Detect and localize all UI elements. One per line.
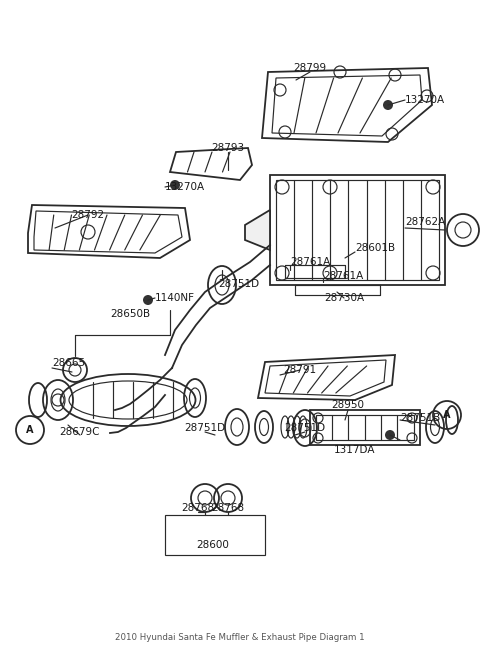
Text: 13270A: 13270A [165, 182, 205, 192]
Text: 28761A: 28761A [290, 257, 330, 267]
Circle shape [170, 180, 180, 190]
Circle shape [385, 430, 395, 440]
Text: 28793: 28793 [211, 143, 245, 153]
Text: 1317DA: 1317DA [334, 445, 376, 455]
Polygon shape [245, 210, 270, 250]
Text: 28799: 28799 [293, 63, 326, 73]
Circle shape [143, 295, 153, 305]
Text: 2010 Hyundai Santa Fe Muffler & Exhaust Pipe Diagram 1: 2010 Hyundai Santa Fe Muffler & Exhaust … [115, 633, 365, 641]
Text: 28679C: 28679C [60, 427, 100, 437]
Text: 28791: 28791 [283, 365, 317, 375]
Text: 28730A: 28730A [324, 293, 364, 303]
Text: A: A [443, 410, 451, 420]
Text: 28751B: 28751B [400, 413, 440, 423]
Text: 28761A: 28761A [323, 271, 363, 281]
Text: 28600: 28600 [197, 540, 229, 550]
Text: 28665: 28665 [52, 358, 85, 368]
Bar [165, 515, 265, 555]
Text: 28751D: 28751D [218, 279, 259, 289]
Circle shape [383, 100, 393, 110]
Text: 28751D: 28751D [184, 423, 226, 433]
Text: 28751D: 28751D [285, 423, 325, 433]
Text: 1140NF: 1140NF [155, 293, 195, 303]
Text: 13270A: 13270A [405, 95, 445, 105]
Text: 28950: 28950 [332, 400, 364, 410]
Text: 28650B: 28650B [110, 309, 150, 319]
Text: 28768: 28768 [211, 503, 245, 513]
Text: A: A [26, 425, 34, 435]
Text: 28762A: 28762A [405, 217, 445, 227]
Text: 28768: 28768 [181, 503, 215, 513]
Text: 28792: 28792 [72, 210, 105, 220]
Text: 28601B: 28601B [355, 243, 395, 253]
